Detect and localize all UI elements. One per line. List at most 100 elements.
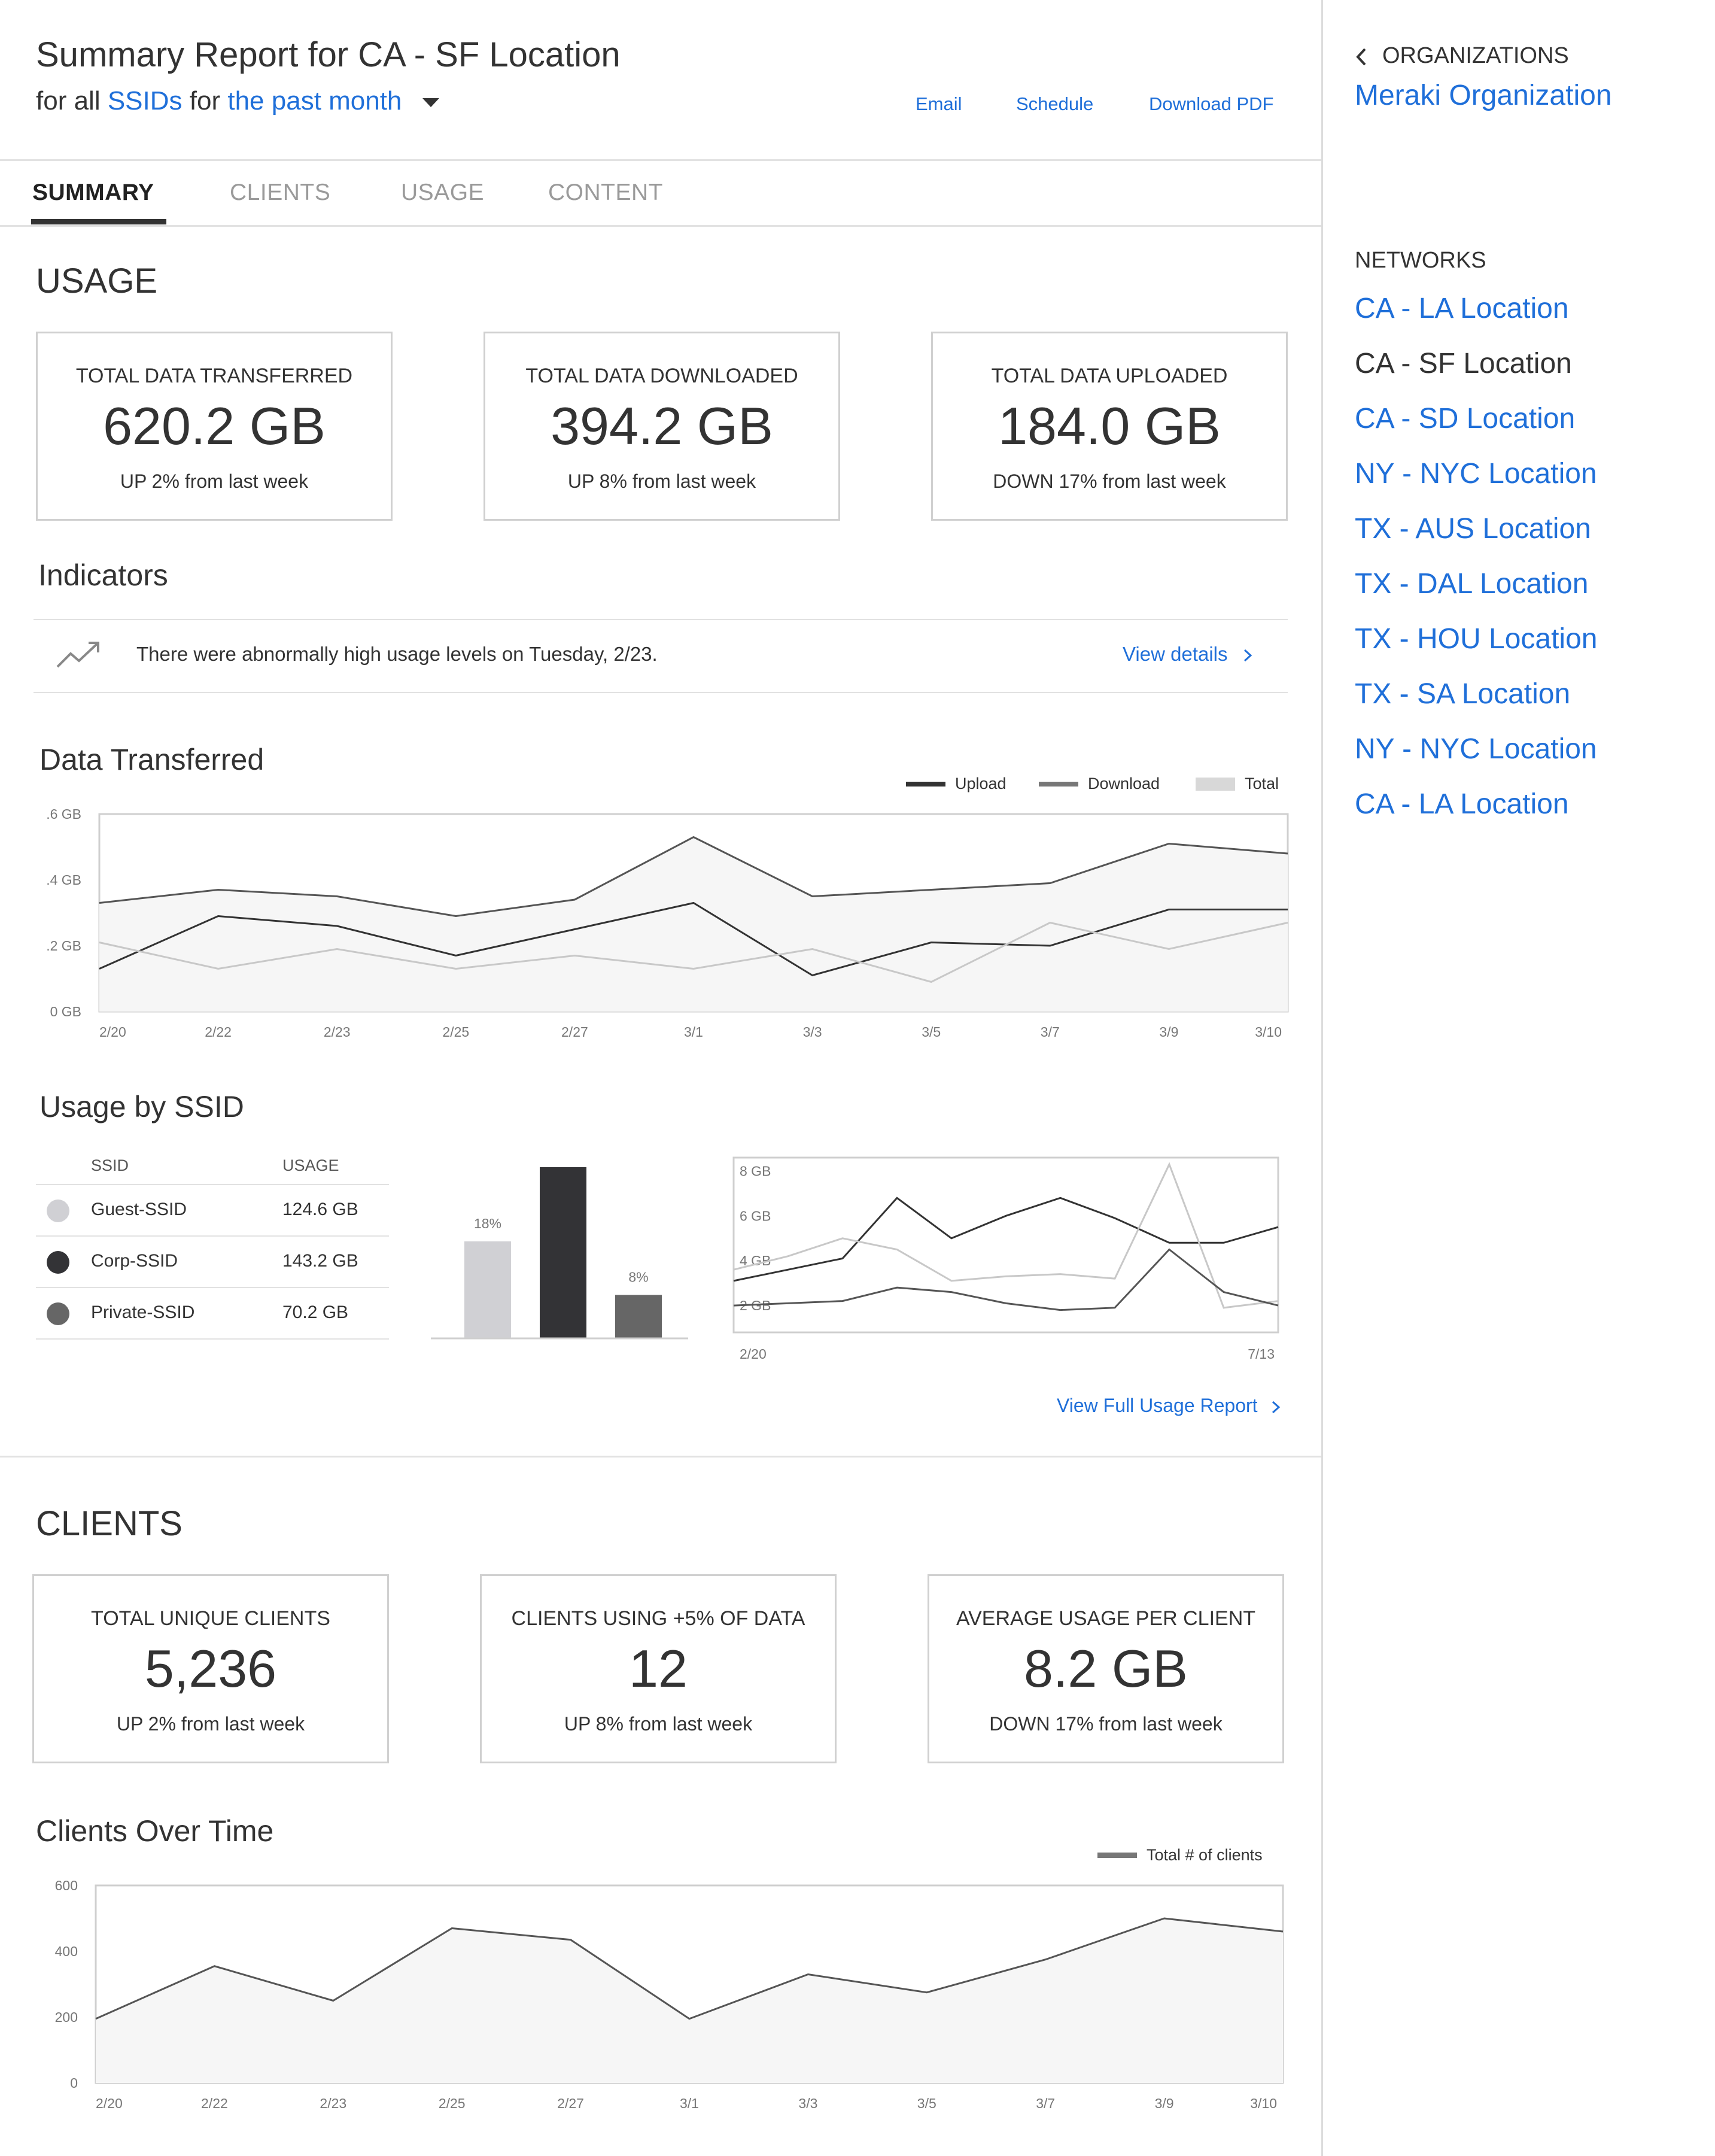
series-line-corp-ssid [733, 1197, 1279, 1282]
network-item[interactable]: NY - NYC Location [1355, 458, 1597, 490]
metric-change: UP 2% from last week [116, 1713, 305, 1735]
usage-heading: USAGE [36, 262, 158, 300]
clients-over-time-heading: Clients Over Time [36, 1814, 274, 1848]
legend-label: Download [1088, 775, 1160, 792]
data-transferred-heading: Data Transferred [39, 743, 264, 776]
tab-usage[interactable]: USAGE [401, 180, 485, 205]
page-title: Summary Report for CA - SF Location [36, 35, 621, 74]
legend-swatch-clients [1097, 1853, 1137, 1858]
full-report-label[interactable]: View Full Usage Report [1057, 1395, 1258, 1416]
x-tick-label: 2/27 [561, 1024, 588, 1040]
metric-change: UP 8% from last week [567, 470, 756, 492]
ssid-color-dot [47, 1200, 69, 1222]
network-item[interactable]: TX - AUS Location [1355, 513, 1591, 545]
series-line-total [99, 836, 1288, 918]
x-tick-label: 2/23 [324, 1024, 351, 1040]
view-details-label[interactable]: View details [1123, 643, 1228, 665]
table-row: Guest-SSID 124.6 GB [36, 1185, 389, 1235]
organization-name-link[interactable]: Meraki Organization [1355, 80, 1612, 111]
ssid-column-header: SSID [91, 1156, 129, 1174]
network-item[interactable]: CA - LA Location [1355, 788, 1569, 820]
download-pdf-link[interactable]: Download PDF [1149, 93, 1274, 114]
legend-download: Download [1039, 775, 1160, 793]
y-tick-label: 200 [55, 2009, 78, 2025]
legend-upload: Upload [906, 775, 1007, 793]
organizations-back-link[interactable]: ORGANIZATIONS [1355, 43, 1569, 69]
x-tick-label: 2/22 [201, 2096, 228, 2111]
x-tick-label: 3/7 [1041, 1024, 1060, 1040]
x-tick-label: 3/1 [680, 2096, 699, 2111]
metric-change: UP 8% from last week [564, 1713, 753, 1735]
schedule-link[interactable]: Schedule [1016, 93, 1094, 114]
usage-column-header: USAGE [282, 1156, 339, 1174]
period-selector[interactable]: the past month [227, 86, 402, 116]
x-tick-label: 3/3 [798, 2096, 817, 2111]
ssid-usage: 70.2 GB [282, 1302, 349, 1322]
metric-value: 8.2 GB [1024, 1639, 1188, 1698]
metric-card-unique-clients: TOTAL UNIQUE CLIENTS 5,236 UP 2% from la… [32, 1574, 389, 1763]
metric-label: TOTAL DATA TRANSFERRED [75, 365, 353, 387]
x-tick-label: 3/10 [1250, 2096, 1277, 2111]
y-tick-label: .6 GB [46, 806, 81, 822]
network-item[interactable]: CA - SF Location [1355, 348, 1572, 379]
organizations-label[interactable]: ORGANIZATIONS [1382, 43, 1569, 68]
chevron-left-icon[interactable] [1355, 47, 1368, 67]
ssid-share-bar-chart: 18%32%8% [431, 1167, 688, 1340]
network-item[interactable]: CA - SD Location [1355, 403, 1576, 435]
indicators-bottom-divider [34, 692, 1288, 693]
x-tick-label: 2/22 [205, 1024, 232, 1040]
network-item[interactable]: TX - DAL Location [1355, 568, 1589, 600]
metric-label: CLIENTS USING +5% OF DATA [511, 1607, 805, 1630]
y-tick-label: 6 GB [740, 1208, 771, 1223]
y-tick-label: 0 GB [50, 1004, 81, 1019]
metric-change: DOWN 17% from last week [993, 470, 1226, 492]
view-full-usage-report-link[interactable]: View Full Usage Report [1057, 1395, 1282, 1417]
subtitle-mid: for [189, 86, 221, 116]
chevron-right-icon[interactable] [1270, 1399, 1282, 1415]
indicators-heading: Indicators [38, 558, 168, 592]
network-item[interactable]: CA - LA Location [1355, 293, 1569, 324]
indicators-top-divider [34, 619, 1288, 620]
x-tick-label: 2/25 [439, 2096, 466, 2111]
series-line-total-of-clients [95, 1917, 1284, 2020]
header-divider [0, 159, 1321, 161]
metric-card-average-usage: AVERAGE USAGE PER CLIENT 8.2 GB DOWN 17%… [928, 1574, 1284, 1763]
metric-label: TOTAL UNIQUE CLIENTS [91, 1607, 330, 1630]
legend-swatch-upload [906, 781, 945, 787]
legend-swatch-total [1196, 777, 1235, 791]
legend-label: Total # of clients [1147, 1846, 1263, 1864]
legend-total-clients: Total # of clients [1097, 1846, 1263, 1865]
x-tick-label: 2/23 [320, 2096, 346, 2111]
x-tick-label: 3/3 [803, 1024, 822, 1040]
table-divider [36, 1235, 389, 1237]
ssids-filter-link[interactable]: SSIDs [107, 86, 183, 116]
x-tick-label: 3/5 [917, 2096, 936, 2111]
network-item[interactable]: NY - NYC Location [1355, 733, 1597, 765]
sidebar [1321, 0, 1715, 2156]
metric-value: 12 [629, 1639, 688, 1698]
network-item[interactable]: TX - HOU Location [1355, 623, 1598, 655]
series-line-guest-ssid [733, 1162, 1279, 1309]
metric-card-total-uploaded: TOTAL DATA UPLOADED 184.0 GB DOWN 17% fr… [931, 332, 1288, 521]
metric-label: TOTAL DATA UPLOADED [991, 365, 1228, 387]
chevron-down-icon[interactable] [422, 98, 439, 107]
bar-private-ssid [615, 1295, 662, 1338]
metric-card-heavy-clients: CLIENTS USING +5% OF DATA 12 UP 8% from … [480, 1574, 837, 1763]
table-divider [36, 1287, 389, 1288]
view-details-link[interactable]: View details [1123, 643, 1254, 666]
active-tab-indicator [31, 219, 166, 224]
network-item[interactable]: TX - SA Location [1355, 678, 1571, 710]
chevron-right-icon[interactable] [1242, 648, 1254, 663]
ssid-color-dot [47, 1302, 69, 1325]
ssid-color-dot [47, 1251, 69, 1274]
x-tick-label: 3/9 [1155, 2096, 1174, 2111]
trending-up-icon [56, 642, 99, 668]
tab-content[interactable]: CONTENT [548, 180, 663, 205]
x-tick-label: 2/20 [96, 2096, 123, 2111]
legend-label: Upload [955, 775, 1007, 792]
tab-summary[interactable]: SUMMARY [32, 180, 154, 205]
y-tick-label: 8 GB [740, 1163, 771, 1179]
tab-clients[interactable]: CLIENTS [230, 180, 331, 205]
email-link[interactable]: Email [916, 93, 962, 114]
ssid-usage: 124.6 GB [282, 1200, 358, 1219]
